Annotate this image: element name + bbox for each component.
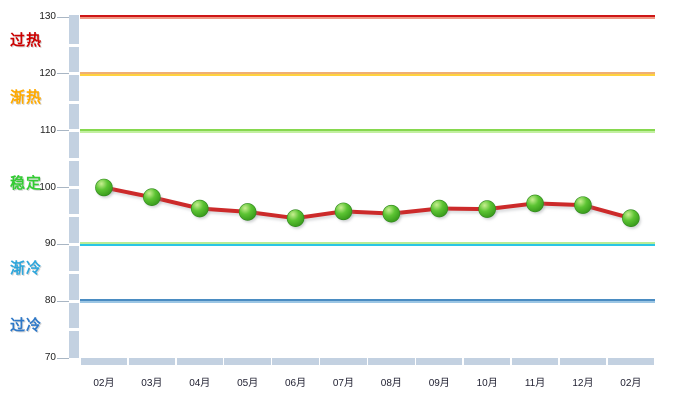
series-line — [103, 185, 632, 221]
x-axis-segment — [320, 358, 367, 365]
x-category-label: 04月 — [189, 378, 211, 389]
x-axis-segment — [224, 358, 271, 365]
data-point-marker[interactable]: 04月: 96.3 — [190, 199, 209, 218]
x-axis-segment — [416, 358, 463, 365]
x-category-label: 11月 — [524, 378, 546, 389]
y-axis-segment — [69, 331, 79, 358]
x-category-label: 02月 — [93, 378, 115, 389]
x-category-label: 12月 — [572, 378, 594, 389]
threshold-line-80 — [80, 299, 655, 304]
x-axis-segment — [128, 358, 176, 365]
y-axis-segment — [69, 15, 79, 44]
y-tick-mark — [57, 130, 69, 132]
y-axis-segment — [69, 132, 79, 158]
zone-label: 稳定 — [10, 174, 43, 192]
y-tick-label: 70 — [44, 352, 56, 363]
x-axis-segment — [80, 358, 128, 365]
x-category-label: 10月 — [476, 378, 498, 389]
threshold-line-top — [80, 299, 655, 302]
x-axis-segment — [272, 358, 319, 365]
threshold-line-110 — [80, 128, 655, 133]
y-tick-label: 110 — [40, 124, 56, 136]
threshold-line-top — [80, 242, 655, 245]
y-tick-label: 80 — [44, 295, 56, 307]
y-axis-segment — [69, 217, 79, 243]
x-category-label: 05月 — [237, 378, 259, 389]
data-point-marker[interactable]: 07月: 95.8 — [334, 202, 353, 221]
zone-label: 渐冷 — [10, 259, 43, 277]
y-tick-label: 120 — [39, 67, 56, 79]
data-point-marker[interactable]: 03月: 98.3 — [143, 188, 161, 206]
y-tick-mark — [57, 300, 69, 302]
y-axis-segment — [69, 189, 79, 215]
threshold-line-bottom — [80, 244, 655, 247]
x-category-label: 02月 — [620, 378, 642, 389]
threshold-line-top — [80, 71, 655, 74]
x-category-label: 03月 — [141, 378, 163, 389]
threshold-line-130 — [80, 15, 655, 19]
threshold-line-top — [80, 15, 655, 17]
y-tick-label: 90 — [44, 238, 56, 250]
data-point-marker[interactable]: 12月: 96.9 — [574, 196, 592, 214]
zone-label: 过冷 — [10, 316, 43, 334]
threshold-line-bottom — [80, 301, 655, 304]
y-axis-segment — [69, 75, 79, 101]
x-axis-segment — [463, 358, 511, 365]
y-tick-label: 100 — [39, 181, 56, 193]
data-point-marker[interactable]: 09月: 96.3 — [430, 199, 449, 218]
zone-label: 渐热 — [10, 89, 43, 107]
y-tick-mark — [57, 243, 69, 245]
data-point-marker[interactable]: 11月: 97.2 — [526, 194, 544, 213]
x-axis-segment — [559, 358, 607, 365]
x-axis-segment — [607, 358, 655, 365]
threshold-line-120 — [80, 71, 655, 76]
data-point-marker[interactable]: 05月: 95.7 — [238, 203, 257, 221]
y-tick-mark — [57, 16, 69, 18]
y-tick-label: 130 — [39, 11, 56, 22]
threshold-line-bottom — [80, 73, 655, 76]
y-tick-mark — [57, 73, 69, 75]
y-axis-segment — [69, 245, 79, 272]
y-tick-mark — [57, 357, 69, 359]
threshold-line-bottom — [80, 130, 655, 133]
data-point-marker[interactable]: 02月: 94.6 — [622, 209, 640, 227]
x-category-label: 09月 — [428, 378, 450, 389]
x-axis-segment — [511, 358, 559, 365]
data-point-marker[interactable]: 10月: 96.2 — [478, 200, 496, 218]
y-axis-segment — [69, 46, 79, 73]
y-axis-segment — [69, 160, 79, 186]
y-tick-mark — [57, 187, 69, 188]
threshold-line-bottom — [80, 17, 655, 19]
threshold-line-90 — [80, 242, 655, 247]
x-axis-segment — [176, 358, 223, 365]
x-category-label: 08月 — [380, 378, 402, 389]
y-axis-segment — [69, 302, 79, 329]
x-category-label: 06月 — [284, 378, 307, 389]
x-category-label: 07月 — [332, 378, 354, 389]
data-point-marker[interactable]: 08月: 95.4 — [382, 204, 401, 223]
data-point-marker[interactable]: 06月: 94.6 — [286, 209, 305, 227]
zone-label: 过热 — [10, 32, 43, 50]
threshold-line-top — [80, 128, 655, 131]
x-axis-segment — [368, 358, 415, 365]
y-axis-segment — [69, 274, 79, 300]
y-axis-segment — [69, 103, 79, 130]
data-point-marker[interactable]: 02月: 100 — [95, 178, 113, 197]
